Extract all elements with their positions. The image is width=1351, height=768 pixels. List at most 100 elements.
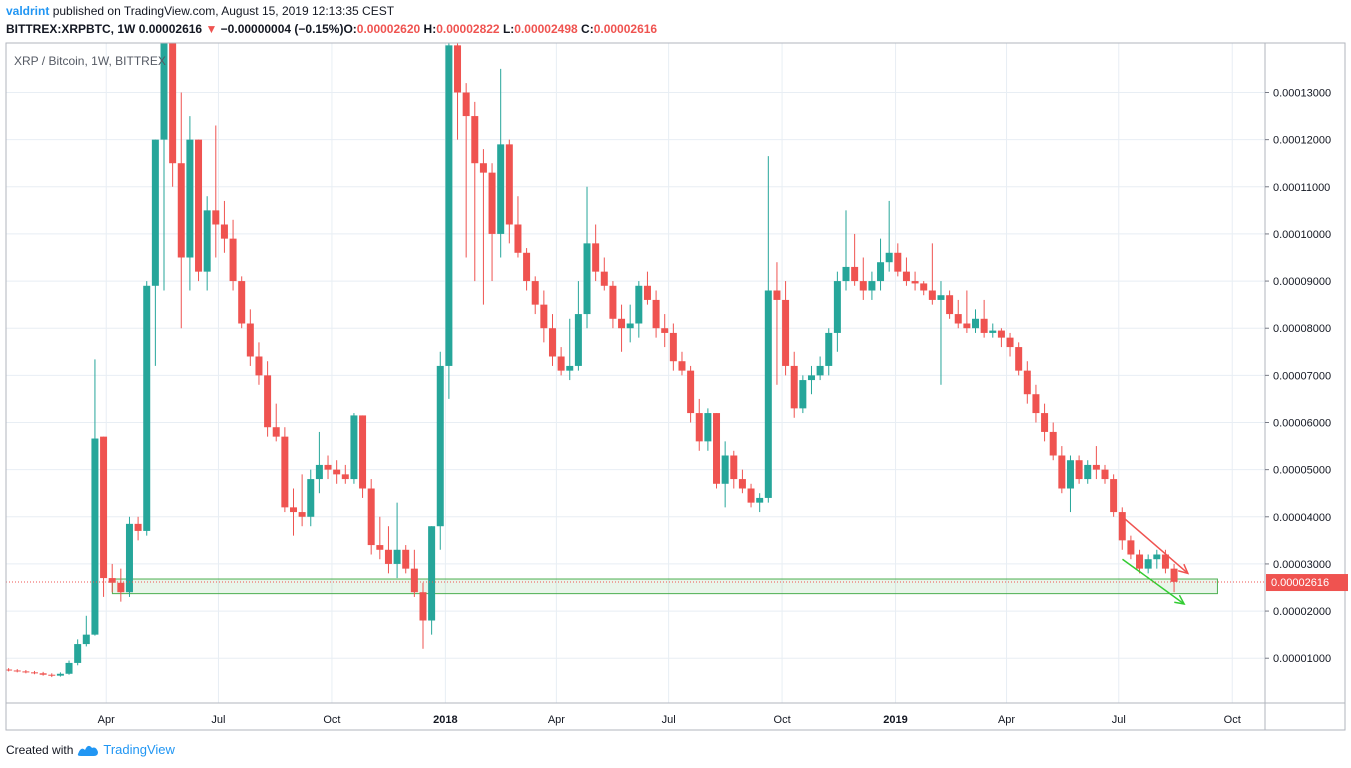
- candle[interactable]: [134, 516, 142, 541]
- candle[interactable]: [687, 365, 695, 423]
- candle[interactable]: [626, 304, 634, 343]
- candle[interactable]: [695, 398, 703, 451]
- candle[interactable]: [730, 450, 738, 489]
- candle[interactable]: [1058, 446, 1066, 494]
- candle[interactable]: [1049, 422, 1057, 461]
- candle[interactable]: [816, 356, 824, 381]
- candle[interactable]: [557, 347, 565, 376]
- candle[interactable]: [56, 672, 64, 677]
- candle[interactable]: [264, 361, 272, 437]
- candle[interactable]: [782, 281, 790, 376]
- candle[interactable]: [1015, 342, 1023, 376]
- candle[interactable]: [229, 219, 237, 291]
- candle[interactable]: [100, 436, 108, 597]
- candle[interactable]: [402, 545, 410, 574]
- candle[interactable]: [678, 351, 686, 376]
- candle[interactable]: [333, 460, 341, 484]
- candle[interactable]: [1144, 554, 1152, 574]
- candle[interactable]: [212, 125, 220, 258]
- candle[interactable]: [1032, 384, 1040, 423]
- candle[interactable]: [203, 196, 211, 291]
- candle[interactable]: [272, 403, 280, 442]
- candle[interactable]: [911, 271, 919, 291]
- candle[interactable]: [169, 0, 177, 187]
- candle[interactable]: [220, 200, 228, 253]
- candle[interactable]: [1110, 474, 1118, 517]
- candle[interactable]: [1075, 455, 1083, 484]
- candle[interactable]: [324, 455, 332, 480]
- candle[interactable]: [902, 257, 910, 286]
- candle[interactable]: [643, 271, 651, 305]
- candle[interactable]: [160, 0, 168, 291]
- candle[interactable]: [574, 281, 582, 371]
- candle[interactable]: [756, 493, 764, 513]
- candle[interactable]: [31, 670, 39, 675]
- candle[interactable]: [39, 671, 47, 676]
- candle[interactable]: [1101, 464, 1109, 484]
- candle[interactable]: [410, 549, 418, 597]
- candle[interactable]: [307, 469, 315, 527]
- candle[interactable]: [48, 673, 56, 678]
- author-name[interactable]: valdrint: [6, 4, 50, 18]
- candle[interactable]: [937, 281, 945, 385]
- candle[interactable]: [1127, 535, 1135, 560]
- candle[interactable]: [592, 224, 600, 282]
- candle[interactable]: [799, 375, 807, 414]
- candle[interactable]: [928, 243, 936, 305]
- candle[interactable]: [514, 196, 522, 258]
- candle[interactable]: [195, 139, 203, 282]
- candle[interactable]: [479, 149, 487, 305]
- candle[interactable]: [82, 615, 90, 647]
- candle[interactable]: [428, 526, 436, 635]
- candle[interactable]: [74, 639, 82, 666]
- candle[interactable]: [652, 290, 660, 338]
- candle[interactable]: [1170, 563, 1178, 593]
- candle[interactable]: [859, 257, 867, 300]
- candle[interactable]: [833, 271, 841, 352]
- candle[interactable]: [531, 276, 539, 315]
- candle[interactable]: [505, 139, 513, 244]
- candle[interactable]: [238, 276, 246, 329]
- candle[interactable]: [618, 304, 626, 352]
- candle[interactable]: [1118, 507, 1126, 550]
- candle[interactable]: [738, 469, 746, 494]
- candle[interactable]: [825, 328, 833, 376]
- candle[interactable]: [108, 563, 116, 593]
- candle[interactable]: [91, 359, 99, 636]
- candle[interactable]: [13, 669, 21, 673]
- candles-layer[interactable]: [0, 0, 1178, 678]
- price-axis[interactable]: 0.00001000 0.00002000 0.00003000 0.00004000…: [1265, 88, 1348, 666]
- candle[interactable]: [393, 502, 401, 579]
- candle[interactable]: [566, 318, 574, 381]
- candle[interactable]: [151, 139, 159, 366]
- candle[interactable]: [842, 210, 850, 291]
- candle[interactable]: [281, 427, 289, 513]
- candle[interactable]: [454, 22, 462, 140]
- candle[interactable]: [289, 488, 297, 536]
- candle[interactable]: [1136, 549, 1144, 574]
- candle[interactable]: [807, 365, 815, 395]
- candle[interactable]: [298, 474, 306, 527]
- candle[interactable]: [704, 408, 712, 451]
- candle[interactable]: [376, 516, 384, 560]
- candle[interactable]: [436, 351, 444, 550]
- candle[interactable]: [661, 314, 669, 348]
- candle[interactable]: [359, 415, 367, 498]
- candle[interactable]: [669, 323, 677, 371]
- candle[interactable]: [384, 526, 392, 574]
- candle[interactable]: [367, 479, 375, 555]
- candle[interactable]: [600, 257, 608, 291]
- candle[interactable]: [894, 243, 902, 277]
- candle[interactable]: [609, 281, 617, 329]
- candle[interactable]: [946, 290, 954, 319]
- candle[interactable]: [747, 483, 755, 508]
- candle[interactable]: [143, 281, 151, 536]
- candle[interactable]: [65, 660, 73, 675]
- candle[interactable]: [341, 464, 349, 484]
- candle[interactable]: [635, 281, 643, 338]
- candle[interactable]: [1006, 332, 1014, 357]
- candle[interactable]: [471, 101, 479, 282]
- candle[interactable]: [773, 262, 781, 385]
- candle[interactable]: [186, 116, 194, 291]
- candle[interactable]: [1092, 446, 1100, 480]
